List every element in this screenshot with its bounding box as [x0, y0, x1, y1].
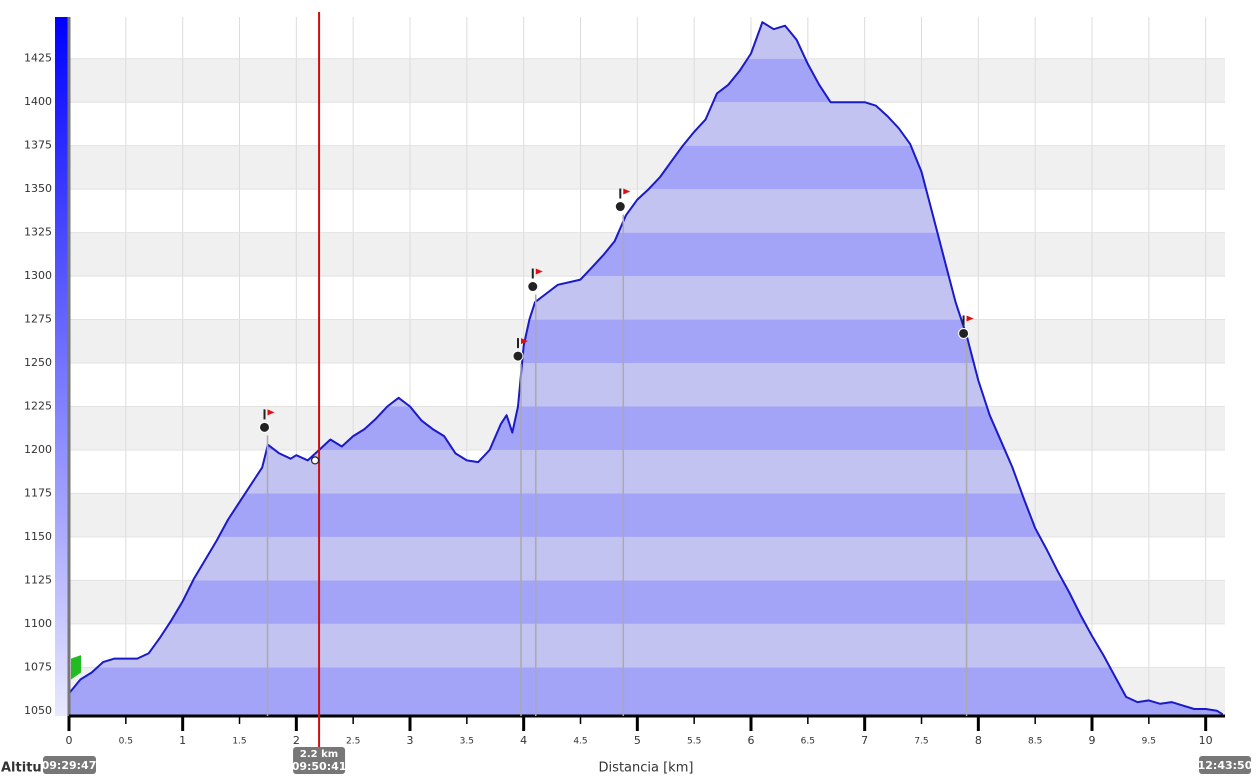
y-tick-label: 1375	[24, 139, 52, 152]
end-time-box	[1199, 756, 1251, 774]
x-tick-label: 1	[179, 734, 186, 747]
x-tick-label: 1.5	[232, 737, 246, 747]
start-flag	[71, 655, 81, 680]
x-tick-label: 9	[1089, 734, 1096, 747]
x-tick-label: 8	[975, 734, 982, 747]
flag	[535, 268, 543, 275]
area-band	[69, 536, 1223, 581]
y-tick-label: 1100	[24, 617, 52, 630]
grid-band	[69, 58, 1225, 103]
area-band	[69, 580, 1223, 624]
y-tick-label: 1150	[24, 530, 52, 543]
y-tick-label: 1225	[24, 399, 52, 412]
flag	[520, 338, 528, 345]
cursor-time: 09:50:41	[292, 760, 347, 773]
waypoint	[259, 421, 271, 433]
waypoint	[512, 350, 524, 362]
x-tick-label: 6.5	[801, 737, 815, 747]
x-tick-label: 2.5	[346, 737, 360, 747]
cursor-distance: 2.2 km	[300, 749, 338, 760]
x-tick-label: 2	[293, 734, 300, 747]
y-tick-label: 1200	[24, 443, 52, 456]
start-time: 09:29:47	[42, 759, 97, 772]
y-tick-label: 1050	[24, 704, 52, 717]
waypoint	[614, 201, 626, 213]
x-tick-label: 5	[634, 734, 641, 747]
y-tick-label: 1325	[24, 226, 52, 239]
y-tick-label: 1250	[24, 356, 52, 369]
flag	[966, 315, 974, 322]
x-tick-label: 4.5	[573, 737, 587, 747]
elevation-line	[68, 21, 1224, 716]
x-tick-label: 6	[748, 734, 755, 747]
grid-band	[69, 145, 1225, 190]
y-tick-label: 1400	[24, 95, 52, 108]
waypoint	[527, 281, 539, 293]
x-axis-label: Distancia [km]	[599, 761, 694, 776]
y-tick-label: 1075	[24, 660, 52, 673]
y-tick-label: 1350	[24, 182, 52, 195]
x-tick-label: 8.5	[1028, 737, 1042, 747]
flag	[267, 409, 275, 416]
x-tick-label: 0	[66, 734, 73, 747]
y-axis-label: Altitu	[1, 761, 42, 776]
y-tick-label: 1125	[24, 573, 52, 586]
x-tick-label: 0.5	[119, 737, 133, 747]
y-tick-label: 1275	[24, 313, 52, 326]
x-tick-label: 3	[407, 734, 414, 747]
marks: 0 0.5 1 1.5 2 2.5 3 3.5 4 4.5 5 5.5 6 6.5 7 7.5 8 8.5 9 9.5…	[66, 12, 1225, 774]
end-time: 12:43:50	[1198, 759, 1253, 772]
color-bar	[55, 17, 68, 716]
waypoint	[958, 327, 970, 339]
cursor-box	[293, 747, 346, 774]
x-tick-label: 4	[520, 734, 527, 747]
x-tick-label: 3.5	[460, 737, 474, 747]
area-band	[69, 623, 1223, 668]
x-tick-label: 10	[1199, 734, 1213, 747]
x-tick-label: 5.5	[687, 737, 701, 747]
cursor-point	[310, 456, 320, 465]
y-tick-label: 1425	[24, 52, 52, 65]
flag	[623, 188, 631, 195]
x-tick-label: 7	[861, 734, 868, 747]
area-band	[69, 667, 1223, 716]
x-tick-label: 9.5	[1142, 737, 1156, 747]
start-time-box	[43, 756, 96, 774]
y-tick-label: 1175	[24, 486, 52, 499]
y-tick-label: 1300	[24, 269, 52, 282]
x-tick-label: 7.5	[914, 737, 928, 747]
